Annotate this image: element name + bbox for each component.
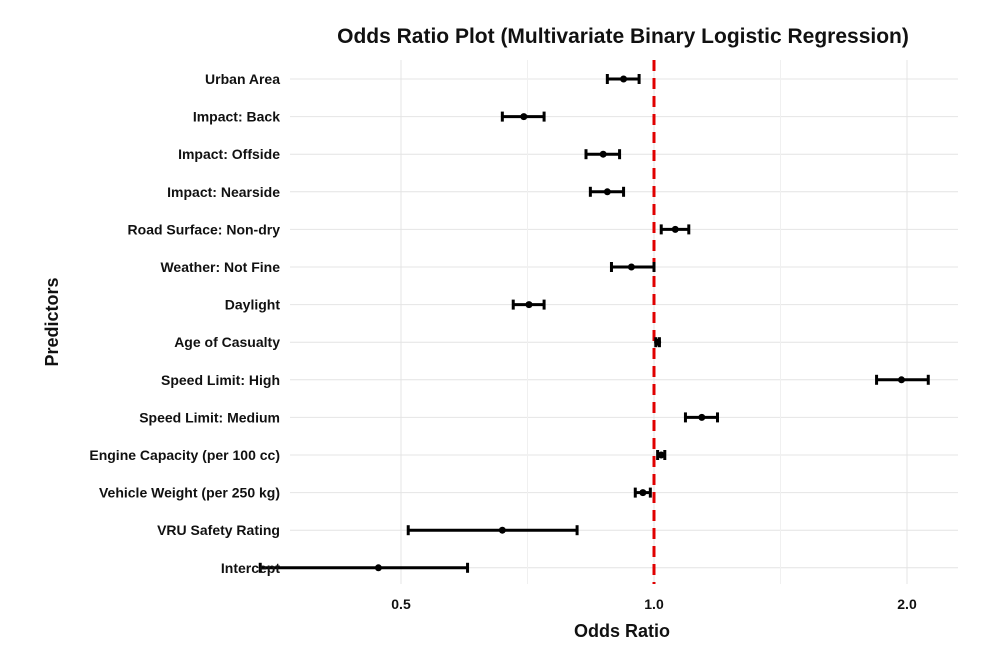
ci-mark <box>659 224 691 235</box>
y-tick-label: Intercept <box>221 560 280 576</box>
odds-ratio-point <box>654 338 662 346</box>
y-axis-title: Predictors <box>42 277 62 366</box>
y-tick-label: Engine Capacity (per 100 cc) <box>89 447 280 463</box>
ci-mark <box>258 562 470 573</box>
ci-mark <box>605 74 641 84</box>
y-tick-label: Speed Limit: Medium <box>139 409 280 425</box>
ci-mark <box>875 374 930 385</box>
ci-mark <box>656 450 667 460</box>
x-tick-label: 1.0 <box>644 596 664 612</box>
odds-ratio-point <box>671 225 679 233</box>
ci-mark <box>406 525 579 536</box>
y-tick-label: Daylight <box>225 297 281 313</box>
y-tick-label: Impact: Back <box>193 109 280 125</box>
odds-ratio-point <box>599 150 607 158</box>
odds-ratio-point <box>627 263 635 271</box>
odds-ratio-point <box>897 376 905 384</box>
odds-ratio-point <box>639 489 647 497</box>
y-tick-label: Impact: Nearside <box>167 184 280 200</box>
y-tick-label: Road Surface: Non-dry <box>128 221 281 237</box>
x-axis-title: Odds Ratio <box>574 621 670 641</box>
ci-mark <box>584 149 622 160</box>
odds-ratio-point <box>698 413 706 421</box>
odds-ratio-point <box>657 451 665 459</box>
ci-mark <box>654 337 662 348</box>
odds-ratio-point <box>374 564 382 572</box>
y-tick-label: Speed Limit: High <box>161 372 280 388</box>
ci-mark <box>633 487 652 498</box>
x-tick-label: 2.0 <box>897 596 917 612</box>
odds-ratio-point <box>525 301 533 309</box>
ci-mark <box>609 262 656 272</box>
odds-ratio-point <box>498 526 506 534</box>
y-tick-label: Weather: Not Fine <box>160 259 280 275</box>
x-tick-labels: 0.5 1.0 2.0 <box>391 596 917 612</box>
odds-ratio-point <box>603 188 611 196</box>
ci-mark <box>511 299 546 310</box>
gridlines <box>290 60 958 584</box>
data-marks <box>258 74 930 573</box>
chart-title: Odds Ratio Plot (Multivariate Binary Log… <box>337 25 909 48</box>
y-tick-label: Impact: Offside <box>178 146 280 162</box>
ci-mark <box>588 186 626 197</box>
y-tick-label: Vehicle Weight (per 250 kg) <box>99 485 280 501</box>
x-tick-label: 0.5 <box>391 596 411 612</box>
y-tick-label: Age of Casualty <box>174 334 280 350</box>
y-tick-labels: Urban Area Impact: Back Impact: Offside Imp… <box>89 71 280 576</box>
odds-ratio-point <box>520 113 528 121</box>
y-tick-label: VRU Safety Rating <box>157 522 280 538</box>
ci-mark <box>500 111 546 122</box>
ci-mark <box>683 412 719 423</box>
odds-ratio-point <box>620 75 628 83</box>
y-tick-label: Urban Area <box>205 71 280 87</box>
